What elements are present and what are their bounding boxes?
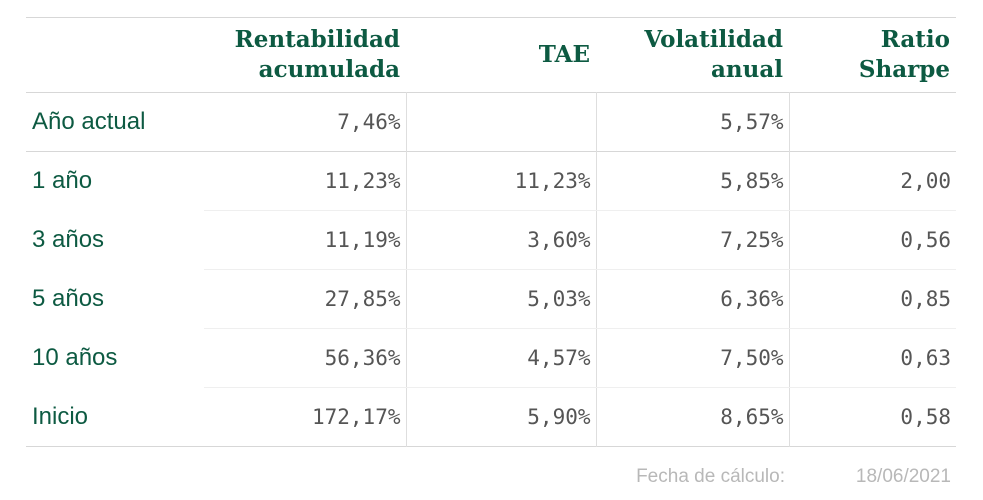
table-row: 10 años 56,36% 4,57% 7,50% 0,63 <box>26 328 956 388</box>
cell-volatilidad: 8,65% <box>596 387 790 447</box>
row-label: Año actual <box>32 108 146 135</box>
cell-rentabilidad: 27,85% <box>204 269 407 329</box>
cell-tae <box>406 92 597 152</box>
calculation-date-footer: Fecha de cálculo: 18/06/2021 <box>26 466 956 492</box>
cell-rentabilidad: 56,36% <box>204 328 407 388</box>
table-row: 1 año 11,23% 11,23% 5,85% 2,00 <box>26 151 956 211</box>
cell-sharpe: 0,58 <box>900 405 951 429</box>
returns-table: Rentabilidad acumulada TAE Volatilidad anu… <box>26 17 956 447</box>
cell-tae: 3,60% <box>406 210 597 270</box>
cell-volatilidad: 5,85% <box>596 151 790 211</box>
cell-rentabilidad: 11,23% <box>204 151 407 211</box>
table-body: Año actual 7,46% 5,57% 1 año 11,23% 11,2… <box>26 92 956 447</box>
row-label: 1 año <box>32 167 93 195</box>
table-header: Rentabilidad acumulada TAE Volatilidad anu… <box>26 17 956 93</box>
cell-tae: 5,90% <box>406 387 597 447</box>
header-volatilidad: Volatilidad anual <box>644 26 783 83</box>
cell-sharpe: 0,56 <box>789 210 956 270</box>
cell-volatilidad: 7,50% <box>596 328 790 388</box>
returns-table-container: Rentabilidad acumulada TAE Volatilidad anu… <box>26 17 956 447</box>
cell-sharpe: 0,63 <box>789 328 956 388</box>
header-sharpe: Ratio Sharpe <box>858 26 950 83</box>
row-label: 5 años <box>32 285 105 312</box>
row-label: Inicio <box>32 402 89 430</box>
header-period <box>26 18 204 93</box>
header-tae: TAE <box>538 41 590 68</box>
table-row: 5 años 27,85% 5,03% 6,36% 0,85 <box>26 269 956 329</box>
cell-tae: 4,57% <box>406 328 597 388</box>
cell-sharpe: 2,00 <box>789 151 956 211</box>
header-rentabilidad: Rentabilidad acumulada <box>234 26 400 83</box>
cell-volatilidad: 7,25% <box>596 210 790 270</box>
table-row: Año actual 7,46% 5,57% <box>26 92 956 152</box>
calculation-date-label: Fecha de cálculo: <box>636 466 785 487</box>
cell-rentabilidad: 172,17% <box>204 387 407 447</box>
cell-rentabilidad: 11,19% <box>204 210 407 270</box>
cell-tae: 11,23% <box>406 151 597 211</box>
cell-volatilidad: 5,57% <box>596 92 790 152</box>
header-row: Rentabilidad acumulada TAE Volatilidad anu… <box>26 17 956 93</box>
row-label: 3 años <box>32 226 105 253</box>
cell-sharpe: 0,85 <box>789 269 956 329</box>
cell-rentabilidad: 7,46% <box>204 92 407 152</box>
cell-sharpe <box>789 93 956 152</box>
calculation-date-value: 18/06/2021 <box>855 466 951 487</box>
cell-tae: 5,03% <box>406 269 597 329</box>
table-row: 3 años 11,19% 3,60% 7,25% 0,56 <box>26 210 956 270</box>
row-label: 10 años <box>32 344 118 371</box>
table-row: Inicio 172,17% 5,90% 8,65% 0,58 <box>26 387 956 447</box>
cell-volatilidad: 6,36% <box>596 269 790 329</box>
